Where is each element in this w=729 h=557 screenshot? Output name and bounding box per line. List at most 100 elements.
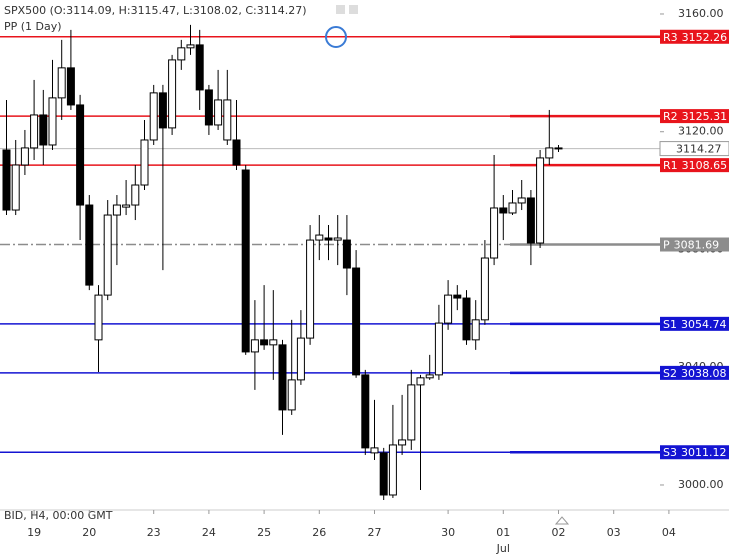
candle-body (260, 339, 269, 346)
candle-body (536, 157, 545, 244)
candle-body (20, 147, 29, 166)
candle-body (241, 169, 250, 353)
pivot-label-box (660, 158, 729, 173)
candle-body (499, 207, 508, 214)
candle-body (526, 197, 535, 244)
candle-body (112, 204, 121, 216)
candle-body (545, 147, 554, 159)
candle-body (324, 237, 333, 241)
candle-body (94, 294, 103, 341)
candle-body (471, 319, 480, 341)
candle-body (195, 44, 204, 91)
pivot-label-box (660, 237, 729, 252)
last-price-label: 3114.27 (676, 143, 722, 156)
candle-body (232, 139, 241, 166)
pivot-label: P 3081.69 (663, 239, 719, 252)
candle-body (554, 147, 563, 150)
candle-body (480, 257, 489, 321)
pivot-name: P (663, 239, 670, 252)
candle-body (140, 139, 149, 186)
candle-body (333, 237, 342, 241)
pivot-label-box (660, 109, 729, 124)
candle-body (177, 47, 186, 61)
candle-body (278, 344, 287, 411)
x-tick-label: 26 (312, 526, 326, 539)
pivot-name: S1 (663, 318, 677, 331)
candle-body (2, 149, 11, 211)
x-tick-label: 30 (441, 526, 455, 539)
x-tick-label: 25 (257, 526, 271, 539)
candle-body (444, 294, 453, 324)
candle-body (361, 374, 370, 449)
icon[interactable] (336, 5, 345, 14)
candle-body (296, 337, 305, 381)
plot-area (0, 35, 660, 454)
candle-body (508, 202, 517, 214)
candle-body (168, 59, 177, 129)
pivot-value: 3054.74 (681, 318, 727, 331)
pivot-label-box (660, 445, 729, 460)
candle-body (66, 67, 75, 106)
pivot-label-box (660, 316, 729, 331)
candle-body (57, 67, 66, 99)
candle-body (517, 197, 526, 204)
candle-body (122, 204, 131, 208)
last-price-box (659, 141, 729, 157)
candle-body (287, 379, 296, 411)
x-tick-label: 03 (607, 526, 621, 539)
candle-body (11, 164, 20, 211)
pivot-label: S2 3038.08 (663, 367, 726, 380)
pivot-value: 3011.12 (681, 446, 727, 459)
pivot-label: R3 3152.26 (663, 31, 727, 44)
x-tick-label: 04 (662, 526, 676, 539)
candle-body (214, 99, 223, 126)
pivot-label: R2 3125.31 (663, 110, 727, 123)
y-tick-label: 3120.00 (678, 125, 724, 138)
icon[interactable] (349, 5, 358, 14)
pivot-name: R2 (663, 110, 678, 123)
x-tick-label: 27 (368, 526, 382, 539)
pivot-value: 3081.69 (674, 239, 720, 252)
candle-body (158, 92, 167, 129)
pivot-name: R3 (663, 31, 678, 44)
candle-body (186, 44, 195, 49)
y-tick-label: 3160.00 (678, 7, 724, 20)
x-tick-label: 24 (202, 526, 216, 539)
y-tick-label: 3000.00 (678, 478, 724, 491)
candle-body (388, 444, 397, 496)
scroll-marker[interactable] (554, 516, 570, 525)
candle-body (490, 207, 499, 259)
candle-body (370, 447, 379, 454)
x-tick-label: 01 (496, 526, 510, 539)
candle-body (269, 339, 278, 346)
candle-body (39, 114, 48, 146)
candle-body (306, 239, 315, 339)
pivot-value: 3038.08 (681, 367, 727, 380)
candle-body (76, 104, 85, 206)
month-label: Jul (496, 542, 510, 555)
candle-body (425, 374, 434, 379)
candle-body (416, 377, 425, 386)
candle-body (434, 322, 443, 376)
x-tick-label: 20 (82, 526, 96, 539)
pivot-label-box (660, 365, 729, 380)
candle-body (250, 339, 259, 353)
pivot-name: S3 (663, 446, 677, 459)
candle-body (131, 184, 140, 206)
pivot-value: 3125.31 (682, 110, 728, 123)
candle-body (223, 99, 232, 141)
cursor-marker (325, 26, 347, 48)
candle-body (379, 452, 388, 496)
pivot-value: 3108.65 (682, 159, 728, 172)
symbol-line: SPX500 (O:3114.09, H:3115.47, L:3108.02,… (4, 4, 307, 17)
pivot-value: 3152.26 (682, 31, 728, 44)
candle-body (407, 384, 416, 441)
indicator-label: PP (1 Day) (4, 20, 62, 33)
candle-body (204, 89, 213, 126)
x-tick-label: 19 (27, 526, 41, 539)
x-tick-label: 02 (552, 526, 566, 539)
candle-body (352, 267, 361, 376)
footer-label: BID, H4, 00:00 GMT (4, 509, 113, 522)
